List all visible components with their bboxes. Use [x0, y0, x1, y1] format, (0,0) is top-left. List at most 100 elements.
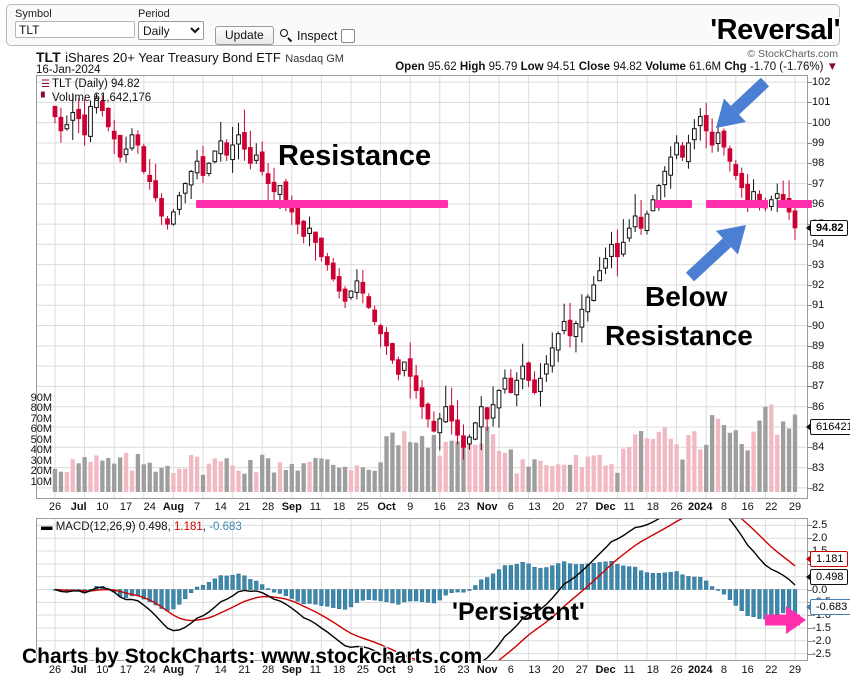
- price-axis-tick-94: 94: [812, 238, 825, 251]
- macd-axis-tickmark: [808, 627, 812, 629]
- price-axis-tick-89: 89: [812, 339, 825, 352]
- period-select[interactable]: DailyWeeklyMonthlyIntraday: [138, 21, 204, 40]
- price-legend-volume: Volume 61,642,176: [52, 91, 152, 104]
- price-axis-tickmark: [808, 82, 812, 84]
- macd-xaxis-23-17: 23: [457, 664, 470, 676]
- annotation-below-line2: Resistance: [605, 320, 753, 351]
- macd-xaxis-28-9: 28: [261, 664, 275, 676]
- macd-xaxis-25-13: 25: [356, 664, 369, 676]
- macd-axis-tick-2.0: 2.0: [812, 532, 828, 545]
- price-xaxis-18-25: 18: [646, 501, 660, 513]
- price-axis-tick-87: 87: [812, 380, 825, 393]
- chart-header: TLT iShares 20+ Year Treasury Bond ETF N…: [36, 49, 344, 67]
- price-xaxis-10-2: 10: [96, 501, 109, 513]
- price-axis-tickmark: [808, 386, 812, 388]
- open-value: 95.62: [427, 61, 457, 73]
- down-caret-icon: ▼: [826, 61, 838, 73]
- price-axis-tick-83: 83: [812, 461, 825, 474]
- period-label: Period: [138, 8, 170, 20]
- macd-xaxis-26-26: 26: [670, 664, 683, 676]
- price-xaxis-20-21: 20: [552, 501, 565, 513]
- macd-xaxis-21-8: 21: [238, 664, 251, 676]
- price-axis-tick-97: 97: [812, 177, 825, 190]
- search-icon: [280, 29, 293, 42]
- price-xaxis-Oct-14: Oct: [377, 501, 396, 513]
- volume-axis-tick-40M: 40M: [30, 444, 52, 456]
- resistance-line-segment-1: [196, 199, 448, 208]
- volume-label: Volume: [645, 61, 686, 73]
- update-button[interactable]: Update: [215, 26, 274, 45]
- price-axis-tick-91: 91: [812, 299, 825, 312]
- macd-xaxis-2024-27: 2024: [688, 664, 713, 676]
- price-xaxis-11-24: 11: [623, 501, 635, 513]
- macd-xaxis-13-20: 13: [528, 664, 541, 676]
- price-axis-tick-84: 84: [812, 441, 825, 454]
- macd-xaxis-10-2: 10: [96, 664, 109, 676]
- price-axis-tick-101: 101: [812, 96, 831, 109]
- macd-xaxis-29-31: 29: [788, 664, 802, 676]
- price-chart-pane[interactable]: ☰ TLT (Daily) 94.82 ▘ Volume 61,642,176: [36, 75, 808, 499]
- close-label: Close: [578, 61, 611, 73]
- macd-axis-tick-0.0: 0.0: [812, 583, 828, 596]
- macd-legend: ▬ MACD(12,26,9) 0.498, 1.181, -0.683: [41, 521, 242, 533]
- resistance-line-segment-4: [778, 199, 812, 208]
- volume-axis-tick-50M: 50M: [30, 433, 52, 446]
- macd-xaxis-7-6: 7: [194, 664, 201, 676]
- macd-xaxis-16-16: 16: [433, 664, 446, 676]
- volume-axis-tick-10M: 10M: [30, 475, 52, 488]
- price-axis-tick-96: 96: [812, 197, 825, 210]
- macd-axis-tickmark: [808, 640, 812, 642]
- macd-axis-tick-2.5: 2.5: [812, 519, 828, 532]
- price-axis-tickmark: [808, 406, 812, 408]
- price-plot: [37, 76, 807, 498]
- price-xaxis-7-6: 7: [194, 501, 201, 513]
- price-xaxis-8-28: 8: [720, 501, 728, 513]
- chart-toolbar: Symbol Period DailyWeeklyMonthlyIntraday…: [6, 4, 840, 46]
- price-xaxis-11-11: 11: [309, 501, 322, 513]
- macd-xaxis-18-12: 18: [333, 664, 346, 676]
- price-axis-tickmark: [808, 264, 812, 266]
- header-date: 16-Jan-2024: [36, 64, 101, 76]
- symbol-input[interactable]: [15, 21, 135, 38]
- price-xaxis-Dec-23: Dec: [595, 501, 616, 513]
- inspect-control[interactable]: Inspect: [280, 26, 356, 45]
- volume-axis-tick-90M: 90M: [30, 391, 52, 404]
- price-marker-94.82: 94.82: [806, 219, 848, 236]
- macd-xaxis-Sep-10: Sep: [281, 664, 302, 676]
- resistance-line-segment-2: [655, 199, 692, 208]
- macd-legend-slow: -0.683: [209, 521, 242, 533]
- header-company: iShares 20+ Year Treasury Bond ETF: [65, 50, 281, 65]
- macd-axis-tickmark: [808, 538, 812, 540]
- high-value: 95.79: [488, 61, 518, 73]
- symbol-label: Symbol: [15, 8, 52, 20]
- chg-value: -1.70 (-1.76%): [749, 61, 824, 73]
- macd-axis-tick--2.0: -2.0: [812, 634, 831, 647]
- volume-axis-tick-20M: 20M: [30, 465, 52, 477]
- price-legend-series: TLT (Daily) 94.82: [52, 78, 140, 90]
- price-xaxis-26-26: 26: [670, 501, 683, 513]
- price-xaxis-23-17: 23: [457, 501, 470, 513]
- price-xaxis-29-31: 29: [788, 501, 802, 513]
- price-axis-tick-90: 90: [812, 319, 825, 332]
- inspect-checkbox[interactable]: [341, 28, 356, 43]
- price-xaxis-25-13: 25: [356, 501, 369, 513]
- price-xaxis-9-15: 9: [407, 501, 414, 513]
- price-xaxis-21-8: 21: [238, 501, 251, 513]
- price-axis-tickmark: [808, 447, 812, 449]
- price-xaxis-27-22: 27: [575, 501, 588, 513]
- annotation-resistance: Resistance: [278, 140, 432, 172]
- open-label: Open: [395, 61, 425, 73]
- macd-legend-hist: 0.498: [138, 521, 168, 533]
- price-axis-tick-82: 82: [812, 481, 825, 494]
- stockcharts-credit: © StockCharts.com: [747, 48, 838, 60]
- price-axis-tick-99: 99: [812, 136, 825, 149]
- price-xaxis-6-19: 6: [507, 501, 514, 513]
- annotation-reversal: 'Reversal': [710, 14, 840, 46]
- price-axis-tick-88: 88: [812, 360, 825, 373]
- volume-value: 61.6M: [689, 61, 722, 73]
- macd-chart-pane[interactable]: ▬ MACD(12,26,9) 0.498, 1.181, -0.683: [36, 518, 808, 661]
- resistance-line-segment-3: [706, 199, 768, 208]
- price-marker-616421: 616421: [806, 419, 850, 436]
- macd-xaxis-9-15: 9: [407, 664, 414, 676]
- price-axis-tickmark: [808, 284, 812, 286]
